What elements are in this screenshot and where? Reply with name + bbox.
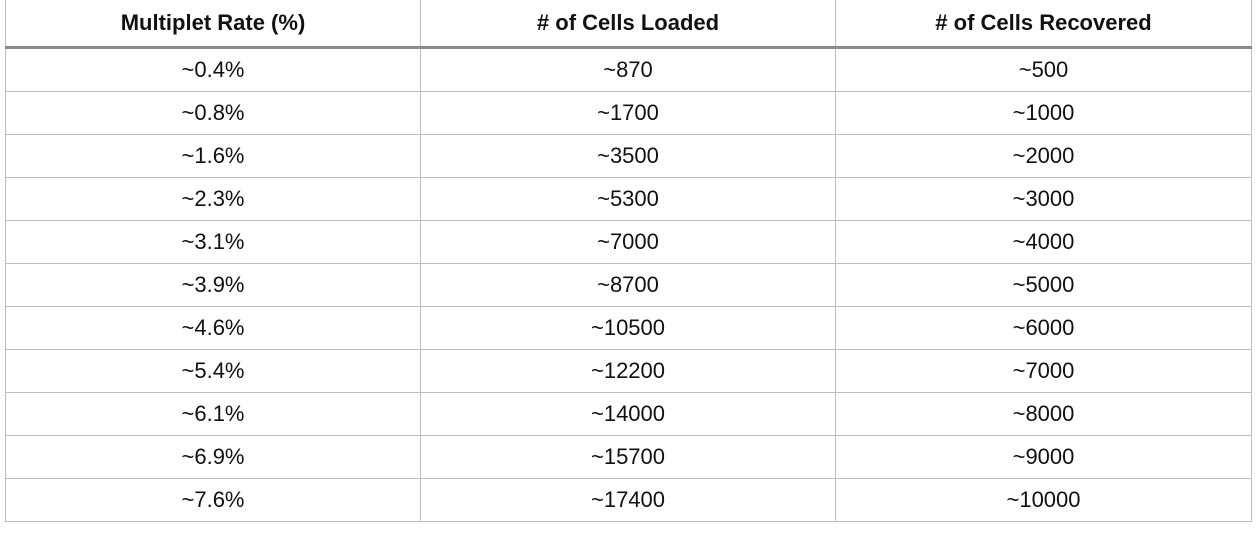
table-row: ~2.3% ~5300 ~3000: [5, 177, 1252, 221]
cell-cells-loaded: ~15700: [420, 435, 836, 479]
cell-cells-loaded: ~1700: [420, 91, 836, 135]
multiplet-rate-table: Multiplet Rate (%) # of Cells Loaded # o…: [5, 0, 1252, 522]
table-row: ~0.8% ~1700 ~1000: [5, 91, 1252, 135]
cell-cells-recovered: ~3000: [835, 177, 1252, 221]
cell-cells-loaded: ~8700: [420, 263, 836, 307]
cell-cells-recovered: ~2000: [835, 134, 1252, 178]
cell-cells-recovered: ~10000: [835, 478, 1252, 522]
cell-cells-loaded: ~3500: [420, 134, 836, 178]
table-row: ~6.9% ~15700 ~9000: [5, 435, 1252, 479]
cell-cells-recovered: ~5000: [835, 263, 1252, 307]
table-row: ~1.6% ~3500 ~2000: [5, 134, 1252, 178]
cell-cells-recovered: ~500: [835, 47, 1252, 92]
cell-multiplet-rate: ~3.1%: [5, 220, 421, 264]
table-row: ~4.6% ~10500 ~6000: [5, 306, 1252, 350]
cell-cells-recovered: ~9000: [835, 435, 1252, 479]
cell-cells-loaded: ~870: [420, 47, 836, 92]
cell-cells-loaded: ~12200: [420, 349, 836, 393]
table-row: ~6.1% ~14000 ~8000: [5, 392, 1252, 436]
table-row: ~3.1% ~7000 ~4000: [5, 220, 1252, 264]
cell-cells-loaded: ~7000: [420, 220, 836, 264]
cell-multiplet-rate: ~3.9%: [5, 263, 421, 307]
cell-cells-loaded: ~10500: [420, 306, 836, 350]
table-row: ~7.6% ~17400 ~10000: [5, 478, 1252, 522]
table-row: ~0.4% ~870 ~500: [5, 47, 1252, 92]
multiplet-rate-table-container: Multiplet Rate (%) # of Cells Loaded # o…: [5, 0, 1252, 522]
cell-cells-recovered: ~6000: [835, 306, 1252, 350]
cell-cells-recovered: ~7000: [835, 349, 1252, 393]
cell-cells-recovered: ~1000: [835, 91, 1252, 135]
cell-multiplet-rate: ~5.4%: [5, 349, 421, 393]
cell-multiplet-rate: ~1.6%: [5, 134, 421, 178]
table-header: Multiplet Rate (%) # of Cells Loaded # o…: [5, 0, 1252, 49]
table-row: ~5.4% ~12200 ~7000: [5, 349, 1252, 393]
cell-multiplet-rate: ~6.1%: [5, 392, 421, 436]
column-header-cells-recovered: # of Cells Recovered: [835, 0, 1252, 49]
header-row: Multiplet Rate (%) # of Cells Loaded # o…: [5, 0, 1252, 49]
cell-cells-loaded: ~17400: [420, 478, 836, 522]
column-header-cells-loaded: # of Cells Loaded: [420, 0, 836, 49]
table-row: ~3.9% ~8700 ~5000: [5, 263, 1252, 307]
cell-multiplet-rate: ~2.3%: [5, 177, 421, 221]
cell-cells-recovered: ~4000: [835, 220, 1252, 264]
cell-cells-loaded: ~14000: [420, 392, 836, 436]
cell-multiplet-rate: ~7.6%: [5, 478, 421, 522]
table-body: ~0.4% ~870 ~500 ~0.8% ~1700 ~1000 ~1.6% …: [5, 47, 1252, 522]
cell-cells-loaded: ~5300: [420, 177, 836, 221]
cell-multiplet-rate: ~6.9%: [5, 435, 421, 479]
cell-multiplet-rate: ~4.6%: [5, 306, 421, 350]
column-header-multiplet-rate: Multiplet Rate (%): [5, 0, 421, 49]
cell-multiplet-rate: ~0.4%: [5, 47, 421, 92]
cell-multiplet-rate: ~0.8%: [5, 91, 421, 135]
cell-cells-recovered: ~8000: [835, 392, 1252, 436]
